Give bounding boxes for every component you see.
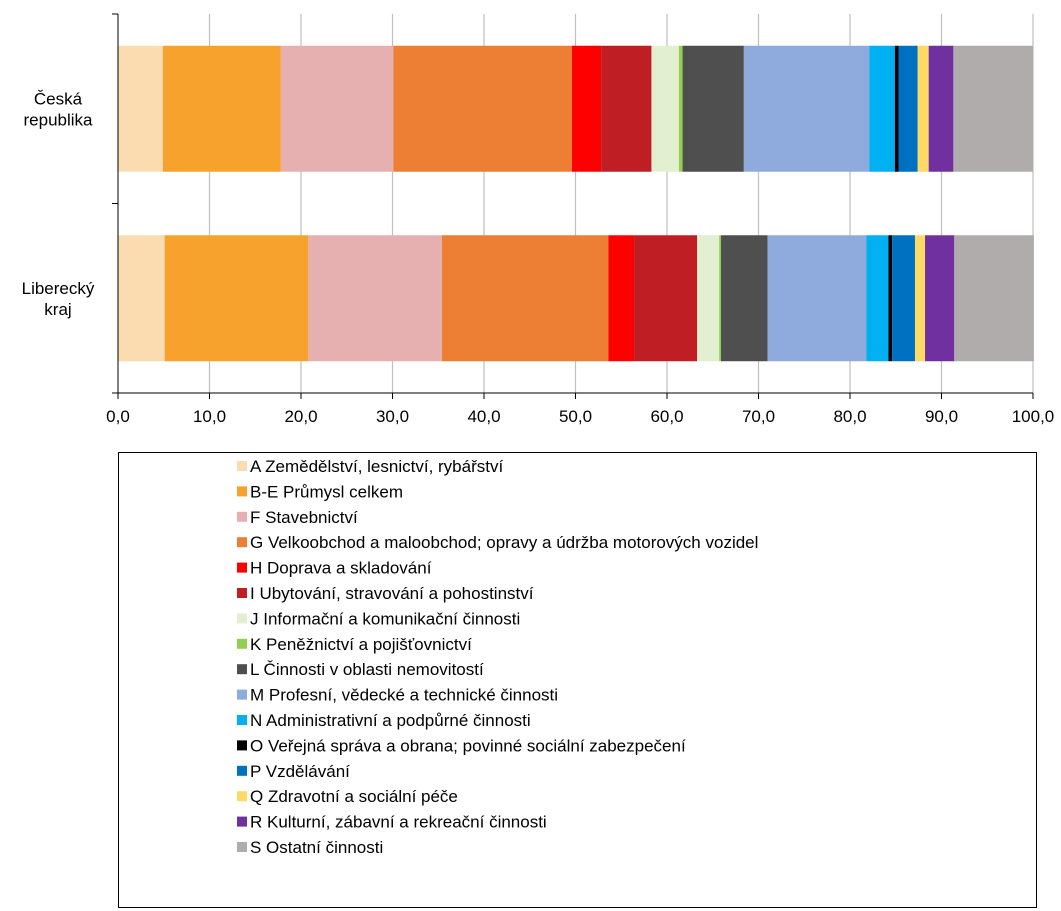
legend-label: M Profesní, vědecké a technické činnosti xyxy=(250,686,558,705)
bar-segment xyxy=(682,45,744,172)
legend-label: P Vzdělávání xyxy=(250,762,350,781)
legend-label: O Veřejná správa a obrana; povinné sociá… xyxy=(250,736,686,755)
legend-label: J Informační a komunikační činnosti xyxy=(250,609,520,628)
bar-segment xyxy=(914,235,926,362)
legend-swatch xyxy=(237,842,247,852)
legend-label: H Doprava a skladování xyxy=(250,559,432,578)
axes xyxy=(112,13,1034,399)
legend-swatch xyxy=(237,486,247,497)
legend-label: F Stavebnictví xyxy=(250,508,358,527)
bar-segment xyxy=(634,235,698,362)
bar-segment xyxy=(892,235,915,362)
x-tick-label: 40,0 xyxy=(467,407,500,426)
legend-swatch xyxy=(237,638,247,649)
bar-segment xyxy=(164,235,309,362)
bar-segment xyxy=(954,235,1034,362)
bar-segment xyxy=(162,45,281,172)
legend-label: R Kulturní, zábavní a rekreační činnosti xyxy=(250,813,547,832)
bar-segment xyxy=(720,235,768,362)
legend-swatch xyxy=(237,740,247,751)
x-tick-label: 20,0 xyxy=(284,407,317,426)
bar-segment xyxy=(393,45,572,172)
legend-box xyxy=(118,452,1037,908)
bar-segment xyxy=(118,235,165,362)
bar-segment xyxy=(953,45,1033,172)
legend-label: K Peněžnictví a pojišťovnictví xyxy=(250,635,472,654)
bar-segment xyxy=(894,45,899,172)
legend-swatch xyxy=(237,715,247,725)
bar-segment xyxy=(888,235,893,362)
bar-segment xyxy=(928,45,954,172)
bar-segment xyxy=(678,45,683,172)
legend-label: L Činnosti v oblasti nemovitostí xyxy=(250,660,484,679)
bar-segment xyxy=(866,235,889,362)
x-tick-label: 80,0 xyxy=(833,407,866,426)
bar-segment xyxy=(118,45,163,172)
legend-swatch xyxy=(237,765,247,776)
bar-segment xyxy=(743,45,870,172)
legend-swatch xyxy=(237,537,247,548)
legend-label: N Administrativní a podpůrné činnosti xyxy=(250,711,531,730)
category-label: Česká xyxy=(34,89,83,108)
x-tick-label: 0,0 xyxy=(106,407,130,426)
legend-swatch xyxy=(237,562,247,573)
legend-label: I Ubytování, stravování a pohostinství xyxy=(250,584,534,603)
bar-segment xyxy=(767,235,867,362)
category-label: republika xyxy=(24,110,94,129)
category-labels: Česká republika Liberecký kraj xyxy=(22,89,95,319)
legend-label: S Ostatní činnosti xyxy=(250,838,383,857)
legend-swatch xyxy=(237,664,247,675)
bar-segment xyxy=(917,45,929,172)
bar-segment xyxy=(441,235,609,362)
legend-label: B-E Průmysl celkem xyxy=(250,482,403,501)
bar-segment xyxy=(697,235,720,362)
category-label: kraj xyxy=(44,300,71,319)
bar-segment xyxy=(308,235,442,362)
legend-swatch xyxy=(237,816,247,827)
bar-segment xyxy=(608,235,635,362)
bar-segment xyxy=(925,235,955,362)
x-tick-label: 60,0 xyxy=(650,407,683,426)
x-tick-label: 90,0 xyxy=(925,407,958,426)
legend: A Zemědělství, lesnictví, rybářství B-E P… xyxy=(118,452,1037,908)
bar-segment xyxy=(651,45,679,172)
legend-swatch xyxy=(237,511,247,522)
bar-segment xyxy=(719,235,721,362)
x-tick-label: 30,0 xyxy=(376,407,409,426)
legend-swatch xyxy=(237,689,247,700)
x-tick-label: 10,0 xyxy=(193,407,226,426)
legend-swatch xyxy=(237,461,247,471)
legend-label: A Zemědělství, lesnictví, rybářství xyxy=(250,457,503,476)
bar-segment xyxy=(898,45,918,172)
x-tick-labels: 0,0 10,0 20,0 30,0 40,0 50,0 60,0 70,0 80,0 90,0 1… xyxy=(106,407,1054,426)
x-tick-label: 50,0 xyxy=(559,407,592,426)
bars xyxy=(118,45,1034,362)
legend-swatch xyxy=(237,791,247,802)
bar-segment xyxy=(280,45,394,172)
bar-segment xyxy=(571,45,602,172)
legend-label: G Velkoobchod a maloobchod; opravy a údr… xyxy=(250,533,758,552)
category-label: Liberecký xyxy=(22,279,95,298)
bar-segment xyxy=(601,45,652,172)
bar-segment xyxy=(869,45,895,172)
legend-swatch xyxy=(237,613,247,624)
legend-label: Q Zdravotní a sociální péče xyxy=(250,787,458,806)
legend-swatch xyxy=(237,588,247,598)
x-tick-label: 100,0 xyxy=(1012,407,1055,426)
x-tick-label: 70,0 xyxy=(742,407,775,426)
